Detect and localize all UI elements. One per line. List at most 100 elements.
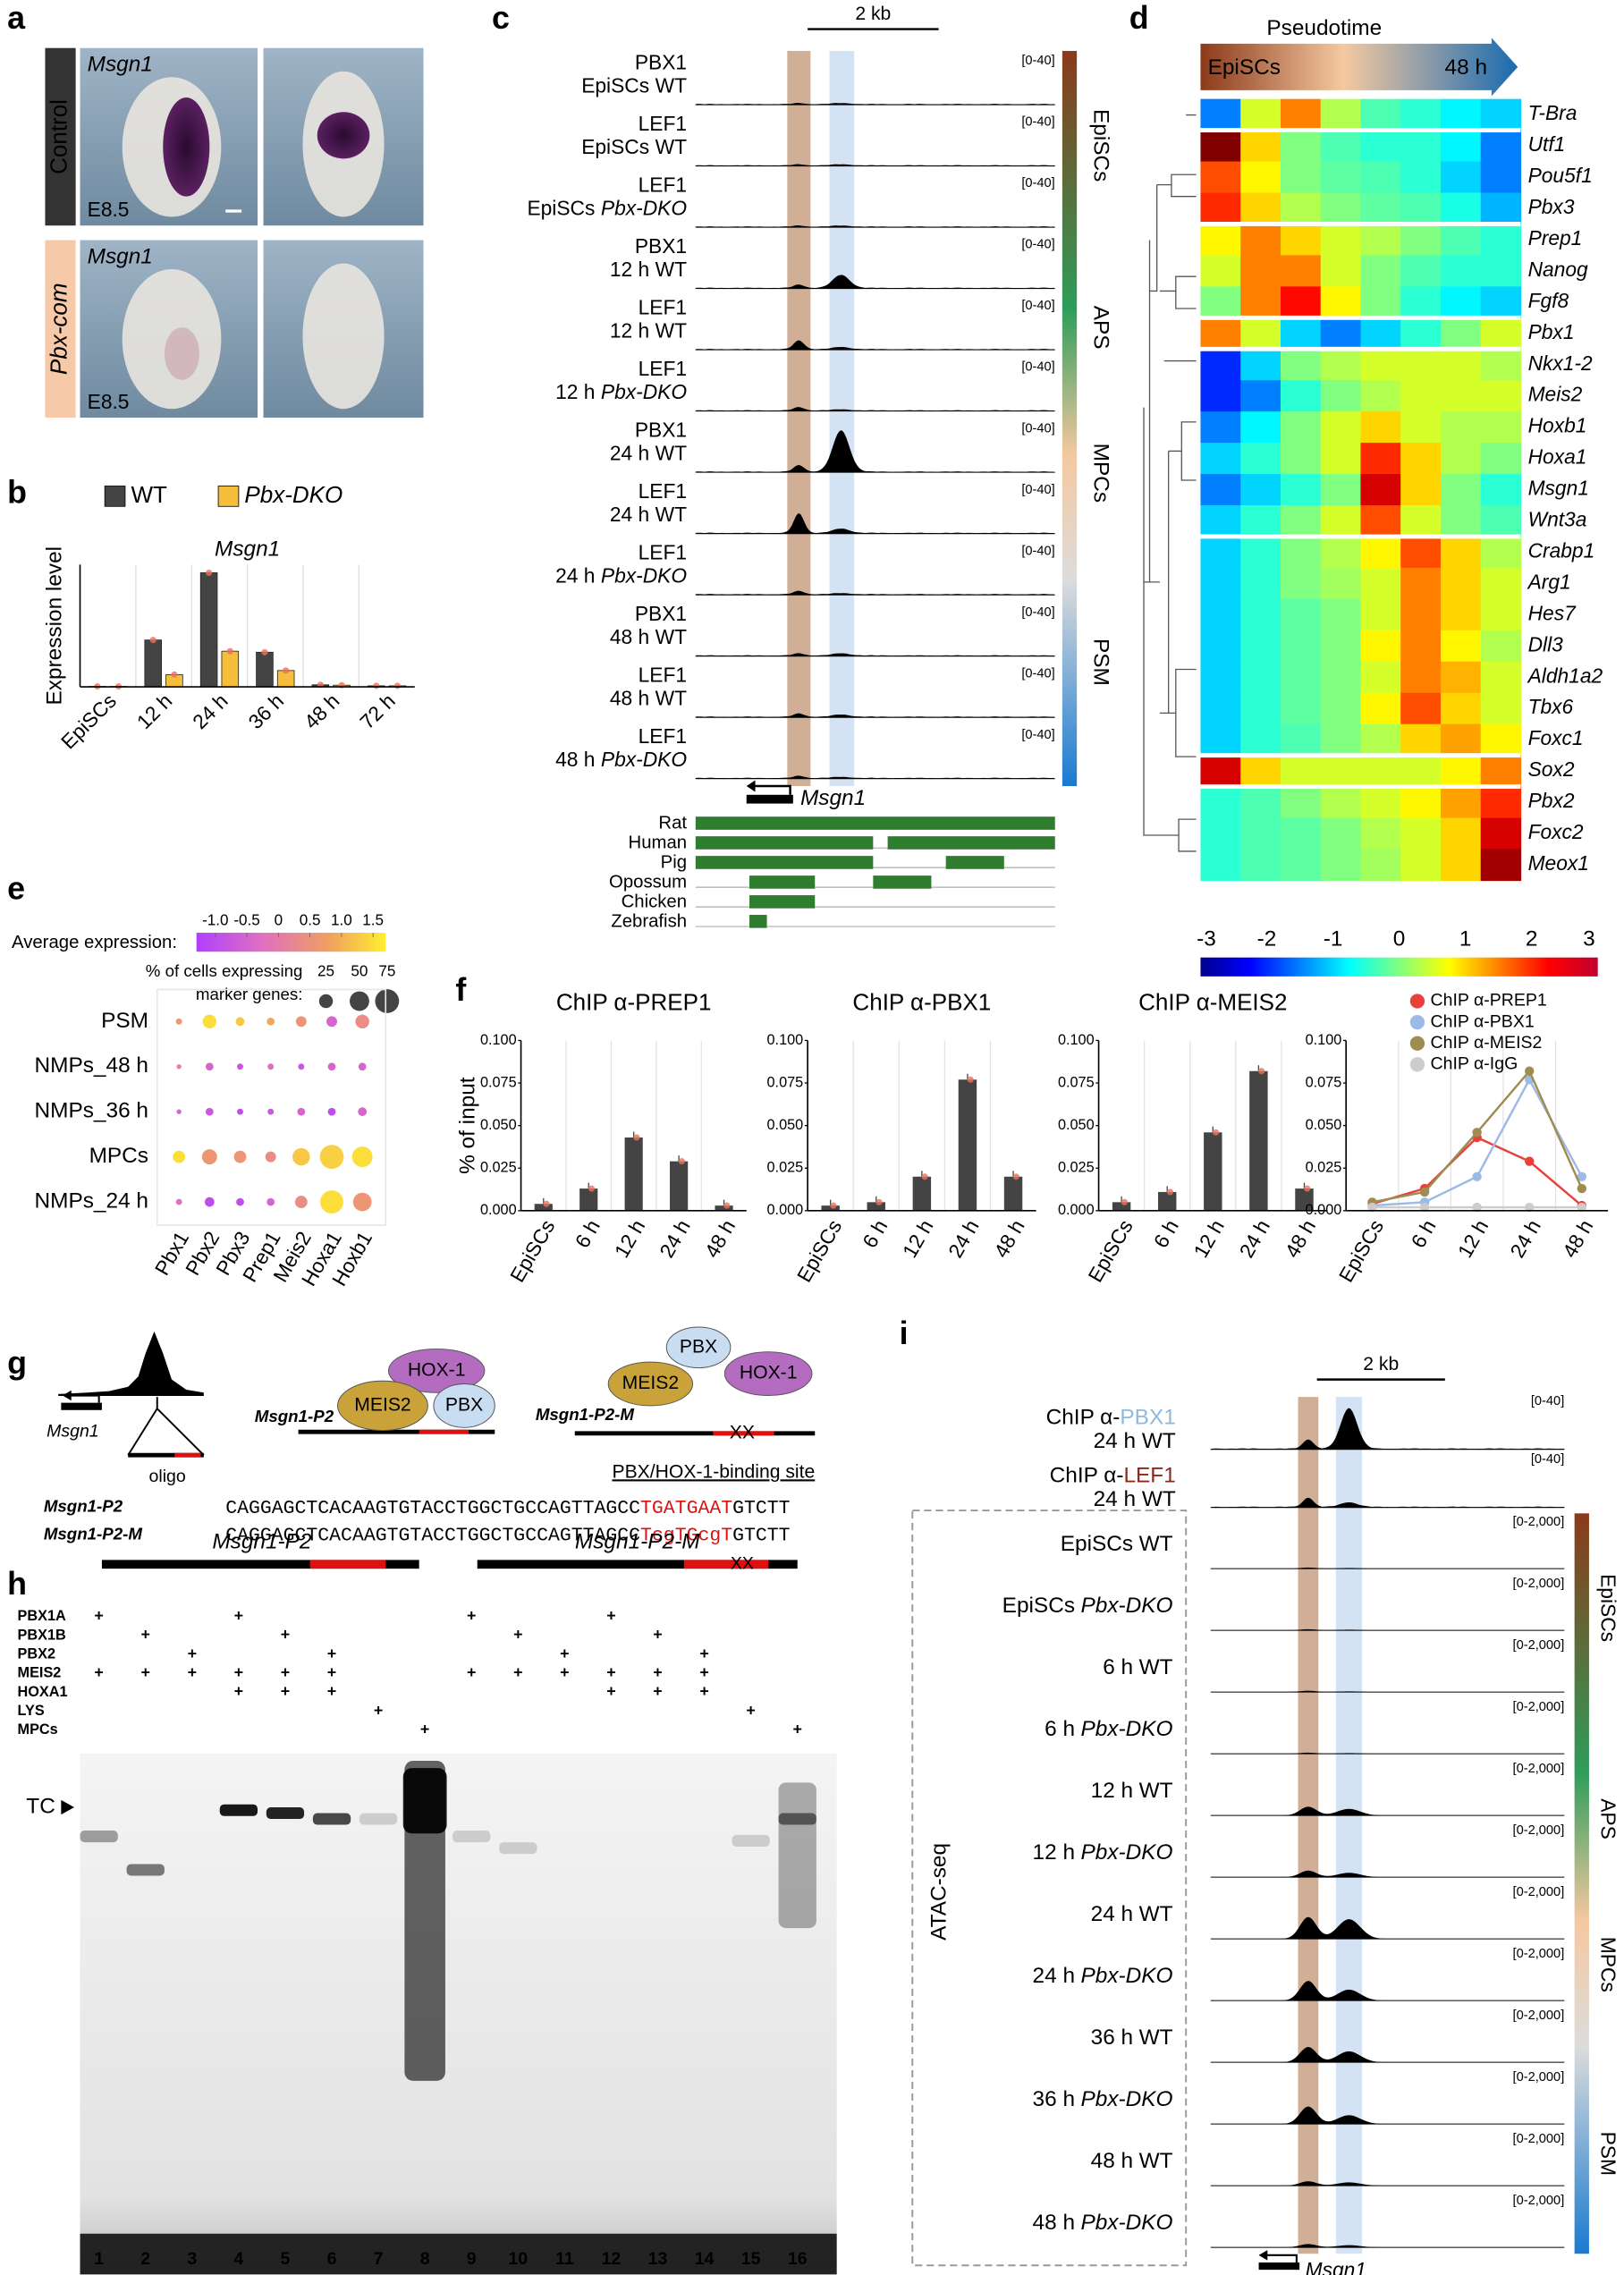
stain bbox=[317, 112, 370, 159]
track-factor: LEF1 bbox=[639, 724, 687, 748]
heatmap-cell bbox=[1400, 817, 1442, 850]
conservation bbox=[945, 856, 1004, 869]
heatmap-cell bbox=[1360, 317, 1401, 350]
heatmap-cell bbox=[1280, 349, 1322, 381]
lane-number: 1 bbox=[94, 2249, 104, 2269]
x-tick-label: EpiSCs bbox=[1083, 1215, 1137, 1286]
track-sample: 24 h WT bbox=[610, 503, 687, 526]
gene-label: Msgn1 bbox=[88, 244, 153, 268]
dot bbox=[175, 1198, 182, 1205]
heatmap-cell bbox=[1400, 443, 1442, 475]
legend-marker bbox=[1409, 1014, 1425, 1030]
dot bbox=[267, 1063, 275, 1070]
x-tick-label: 12 h bbox=[610, 1215, 650, 1261]
y-tick-label: 0.050 bbox=[1306, 1117, 1342, 1133]
heatmap-cell bbox=[1320, 598, 1362, 631]
stage-label: PSM bbox=[1089, 639, 1113, 686]
heatmap-cell bbox=[1320, 536, 1362, 569]
series-point bbox=[1577, 1171, 1587, 1181]
condition-mark: + bbox=[281, 1663, 290, 1681]
heatmap-cell bbox=[1400, 474, 1442, 506]
condition-mark: + bbox=[234, 1663, 243, 1681]
size-legend-dot bbox=[375, 989, 400, 1013]
replicate-dot bbox=[261, 648, 268, 655]
track-range: [0-40] bbox=[1021, 54, 1054, 68]
gel-band bbox=[453, 1831, 491, 1843]
track-range: [0-2,000] bbox=[1513, 2070, 1565, 2085]
heatmap-cell bbox=[1200, 317, 1241, 350]
lane-number: 6 bbox=[327, 2249, 337, 2269]
track-factor: LEF1 bbox=[639, 112, 687, 135]
scale-label: 2 kb bbox=[855, 4, 891, 24]
heatmap-cell bbox=[1240, 755, 1281, 788]
gel-bottom bbox=[80, 2233, 837, 2275]
panel-letter: d bbox=[1129, 0, 1149, 36]
dot bbox=[295, 1016, 307, 1028]
heatmap-cell bbox=[1240, 505, 1281, 537]
heatmap-cell bbox=[1200, 505, 1241, 537]
chart-title: ChIP α-MEIS2 bbox=[1138, 989, 1287, 1016]
heatmap-cell bbox=[1480, 474, 1522, 506]
cluster-gap bbox=[1200, 315, 1521, 320]
heatmap-cell bbox=[1360, 443, 1401, 475]
condition-mark: + bbox=[513, 1663, 522, 1681]
row-label: PSM bbox=[101, 1009, 148, 1033]
legend-label: ChIP α-PBX1 bbox=[1431, 1011, 1535, 1031]
track-sample: 36 h Pbx-DKO bbox=[1033, 2088, 1173, 2112]
track-sample: 36 h WT bbox=[1091, 2026, 1173, 2051]
replicate-dot bbox=[171, 671, 178, 678]
protein bbox=[723, 1351, 813, 1396]
stage-label: MPCs bbox=[1089, 444, 1113, 503]
legend-marker bbox=[1409, 994, 1425, 1009]
heatmap-cell bbox=[1320, 849, 1362, 882]
gene-label: Dll3 bbox=[1528, 632, 1564, 655]
heatmap-cell bbox=[1240, 286, 1281, 318]
atac-frame bbox=[911, 1510, 1188, 2267]
lane-number: 8 bbox=[420, 2249, 430, 2269]
dot bbox=[201, 1149, 217, 1165]
condition-mark: + bbox=[141, 1663, 150, 1681]
track-sample-part: EpiSCs bbox=[581, 135, 649, 158]
protein bbox=[337, 1380, 428, 1432]
heatmap-cell bbox=[1320, 255, 1362, 288]
lane-number: 13 bbox=[648, 2249, 668, 2269]
replicate-dot bbox=[393, 682, 402, 689]
heatmap-cell bbox=[1440, 505, 1482, 537]
protein-label: HOX-1 bbox=[408, 1359, 466, 1380]
dot bbox=[351, 1146, 373, 1168]
lane-number: 2 bbox=[140, 2249, 150, 2269]
replicate-dot bbox=[830, 1202, 837, 1209]
conservation bbox=[749, 875, 816, 889]
track-range: [0-40] bbox=[1021, 666, 1054, 681]
heatmap-cell bbox=[1200, 474, 1241, 506]
condition-mark: + bbox=[653, 1682, 662, 1700]
oligo-label: oligo bbox=[149, 1467, 186, 1486]
lane-number: 9 bbox=[467, 2249, 477, 2269]
chart-title: Msgn1 bbox=[215, 537, 280, 562]
condition-label: MPCs bbox=[18, 1721, 58, 1738]
signal-track bbox=[695, 590, 1055, 596]
gel bbox=[80, 1753, 837, 2275]
conservation bbox=[887, 836, 1055, 850]
heatmap-cell bbox=[1240, 567, 1281, 600]
size-tick-label: 50 bbox=[351, 963, 368, 980]
track-range: [0-40] bbox=[1021, 728, 1054, 742]
bar bbox=[867, 1202, 885, 1211]
track-sample-part: 24 h bbox=[1033, 1965, 1075, 1989]
track-sample: 12 h WT bbox=[610, 258, 687, 281]
heatmap-cell bbox=[1200, 849, 1241, 882]
x-tick-label: 6 h bbox=[1149, 1215, 1183, 1251]
heatmap-cell bbox=[1280, 411, 1322, 444]
heatmap-cell bbox=[1320, 286, 1362, 318]
replicate-dot bbox=[373, 682, 380, 689]
track-sample-part: 24 h bbox=[610, 503, 649, 526]
gene-label: Hoxa1 bbox=[1528, 445, 1587, 469]
heatmap-cell bbox=[1440, 192, 1482, 225]
track-range: [0-2,000] bbox=[1513, 1885, 1565, 1899]
bar bbox=[624, 1137, 643, 1211]
track-sample-part: WT bbox=[1139, 2026, 1173, 2051]
colorbar-tick-label: 3 bbox=[1583, 927, 1595, 951]
heatmap-cell bbox=[1280, 192, 1322, 225]
heatmap-cell bbox=[1480, 755, 1522, 788]
heatmap-cell bbox=[1480, 317, 1522, 350]
